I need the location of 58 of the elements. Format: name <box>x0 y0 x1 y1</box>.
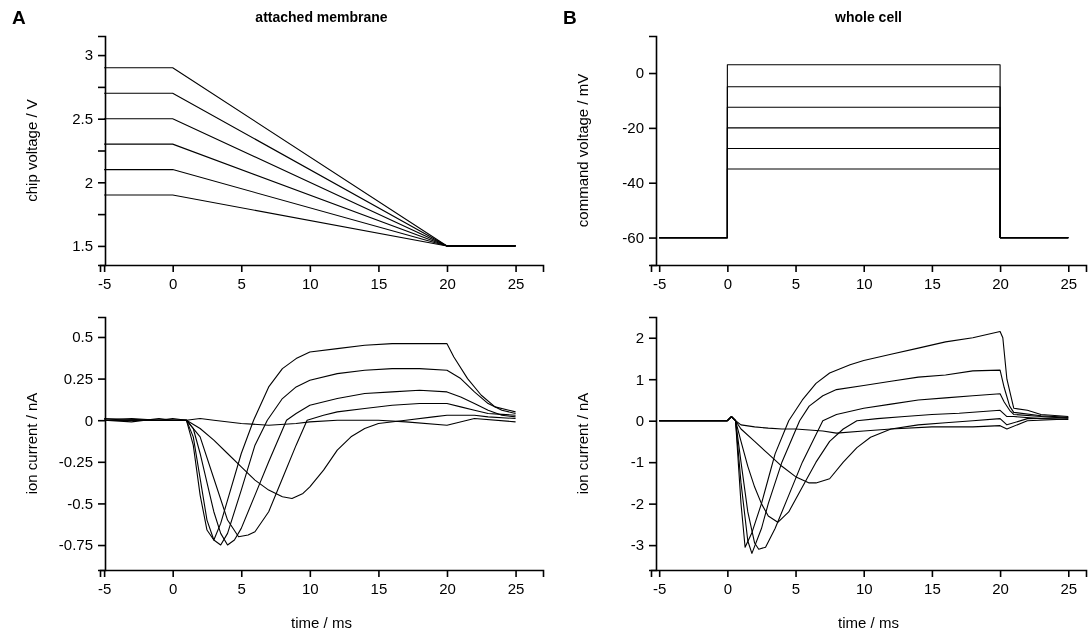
y-tick-label: -0.25 <box>58 453 93 471</box>
y-tick-label: -2 <box>630 494 644 512</box>
x-axis-title: time / ms <box>838 614 899 631</box>
x-tick-label: 0 <box>723 579 733 597</box>
y-tick-label: 3 <box>84 46 93 64</box>
y-tick-label: 0 <box>635 411 644 429</box>
y-tick-label: 1.5 <box>72 237 93 255</box>
y-tick-label: 2 <box>635 329 644 347</box>
x-axis-title: time / ms <box>291 614 352 631</box>
y-tick-label: 0 <box>635 64 644 82</box>
x-tick-label: 15 <box>370 274 388 292</box>
x-tick-label: 20 <box>439 579 456 597</box>
y-tick-label: -60 <box>622 228 644 246</box>
x-tick-label: 0 <box>169 274 178 292</box>
text: A <box>12 7 26 28</box>
x-tick-label: 25 <box>507 579 525 597</box>
x-tick-label: 10 <box>855 274 873 292</box>
x-tick-label: -5 <box>653 274 667 292</box>
text: B <box>563 7 577 28</box>
x-tick-label: 0 <box>723 274 733 292</box>
x-tick-label: -5 <box>97 579 112 597</box>
x-tick-label: 5 <box>791 274 801 292</box>
x-tick-label: 25 <box>507 274 525 292</box>
x-tick-label: 20 <box>992 274 1009 292</box>
x-tick-label: 10 <box>855 579 873 597</box>
x-tick-label: 20 <box>439 274 456 292</box>
y-tick-label: 2.5 <box>72 109 93 127</box>
y-tick-label: 0 <box>84 411 93 429</box>
y-tick-label: 0.5 <box>72 328 93 346</box>
x-tick-label: 25 <box>1060 579 1078 597</box>
y-axis-title: chip voltage / V <box>23 99 40 202</box>
x-tick-label: 0 <box>169 579 178 597</box>
y-tick-label: -40 <box>622 174 644 192</box>
x-tick-label: 10 <box>302 274 319 292</box>
y-axis-title: ion current / nA <box>574 392 591 495</box>
x-tick-label: 5 <box>791 579 801 597</box>
x-tick-label: -5 <box>97 274 112 292</box>
x-tick-label: 25 <box>1060 274 1078 292</box>
x-tick-label: 10 <box>302 579 319 597</box>
x-tick-label: 5 <box>237 274 246 292</box>
y-tick-label: 0.25 <box>63 369 93 387</box>
y-axis-title: command voltage / mV <box>574 73 591 228</box>
y-tick-label: -1 <box>630 453 644 471</box>
chart-title: attached membrane <box>255 9 388 25</box>
y-axis-title: ion current / nA <box>23 392 40 495</box>
y-tick-label: -20 <box>622 119 644 137</box>
x-tick-label: 20 <box>992 579 1009 597</box>
y-tick-label: 2 <box>84 173 93 191</box>
x-tick-label: -5 <box>653 579 667 597</box>
x-tick-label: 15 <box>924 579 941 597</box>
y-tick-label: 1 <box>635 370 644 388</box>
x-tick-label: 5 <box>237 579 246 597</box>
x-tick-label: 15 <box>370 579 388 597</box>
y-tick-label: -3 <box>630 536 644 554</box>
chart-title: whole cell <box>834 9 902 25</box>
x-tick-label: 15 <box>924 274 941 292</box>
y-tick-label: -0.75 <box>58 536 93 554</box>
y-tick-label: -0.5 <box>67 494 93 512</box>
